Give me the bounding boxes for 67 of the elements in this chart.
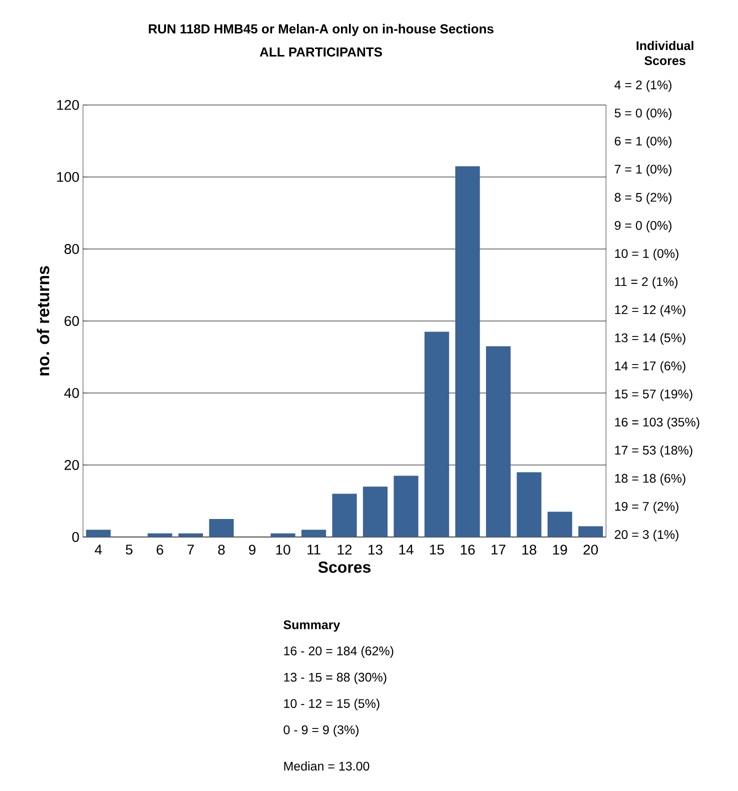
text: 6 = 1 (0%) (614, 136, 672, 148)
text: 17 = 53 (18%) (615, 445, 692, 458)
y-tick-label: 80 (64, 244, 79, 254)
text: 0 - 9 = 9 (3%) (284, 725, 358, 737)
text: 5 = 0 (0%) (614, 108, 672, 120)
chart-title: RUN 118D HMB45 or Melan-A only on in-house Sections (148, 24, 494, 36)
text: 16 - 20 = 184 (62%) (284, 646, 394, 658)
text: 4 = 2 (1%) (614, 80, 672, 92)
x-tick-label: 6 (156, 544, 164, 555)
y-tick-label: 20 (64, 460, 79, 470)
y-tick-label: 120 (57, 100, 79, 110)
text: 20 = 3 (1%) (614, 530, 678, 542)
x-tick-label: 12 (338, 544, 352, 555)
text: Summary (284, 620, 340, 632)
bar (362, 486, 388, 537)
bar (270, 533, 296, 537)
x-tick-label: 18 (522, 544, 536, 555)
text: Median = 13.00 (284, 761, 370, 771)
text: 8 = 5 (2%) (614, 192, 672, 204)
x-tick-label: 16 (460, 544, 475, 555)
bar (578, 526, 603, 537)
x-axis-title: Scores (318, 562, 371, 573)
bar (424, 332, 450, 537)
text: 18 = 18 (6%) (615, 474, 686, 486)
x-tick-label: 9 (248, 544, 256, 555)
chart-subtitle: ALL PARTICIPANTS (260, 47, 382, 57)
text: 19 = 7 (2%) (615, 502, 678, 514)
text: 11 = 2 (1%) (615, 276, 678, 289)
text: 13 = 14 (5%) (615, 333, 686, 345)
x-tick-label: 10 (276, 544, 290, 555)
bar (455, 166, 480, 537)
bar (516, 472, 542, 537)
x-tick-label: 8 (218, 544, 225, 555)
y-tick-label: 100 (57, 172, 79, 182)
x-tick-label: 4 (94, 544, 102, 554)
x-tick-label: 14 (399, 544, 414, 554)
x-tick-label: 13 (368, 544, 382, 555)
text: 7 = 1 (0%) (614, 164, 672, 176)
x-tick-label: 17 (492, 544, 506, 554)
bar (486, 346, 511, 537)
text: 10 = 1 (0%) (615, 248, 678, 260)
text: 15 = 57 (19%) (615, 389, 692, 401)
x-tick-label: 11 (308, 544, 320, 554)
y-tick-label: 60 (64, 316, 79, 326)
text: 9 = 0 (0%) (614, 220, 672, 232)
text: 12 = 12 (4%) (615, 304, 686, 317)
text: Individual Scores (636, 40, 694, 66)
bar (548, 512, 572, 537)
text: 13 - 15 = 88 (30%) (284, 672, 386, 684)
bar (209, 518, 234, 537)
y-tick-label: 40 (64, 388, 79, 398)
bar (332, 494, 357, 537)
y-axis-title: no. of returns (36, 266, 50, 376)
text: 16 = 103 (35%) (615, 417, 700, 430)
x-tick-label: 19 (553, 544, 567, 555)
bar (86, 530, 111, 537)
text: 10 - 12 = 15 (5%) (284, 698, 380, 710)
bar (394, 476, 418, 537)
x-tick-label: 15 (430, 544, 444, 555)
bar (148, 533, 172, 537)
x-tick-label: 5 (126, 544, 132, 555)
text: 14 = 17 (6%) (615, 361, 686, 373)
y-tick-label: 0 (72, 532, 79, 542)
bar (301, 530, 326, 537)
x-tick-label: 20 (584, 544, 598, 555)
bar (178, 533, 203, 537)
x-tick-label: 7 (188, 544, 194, 554)
